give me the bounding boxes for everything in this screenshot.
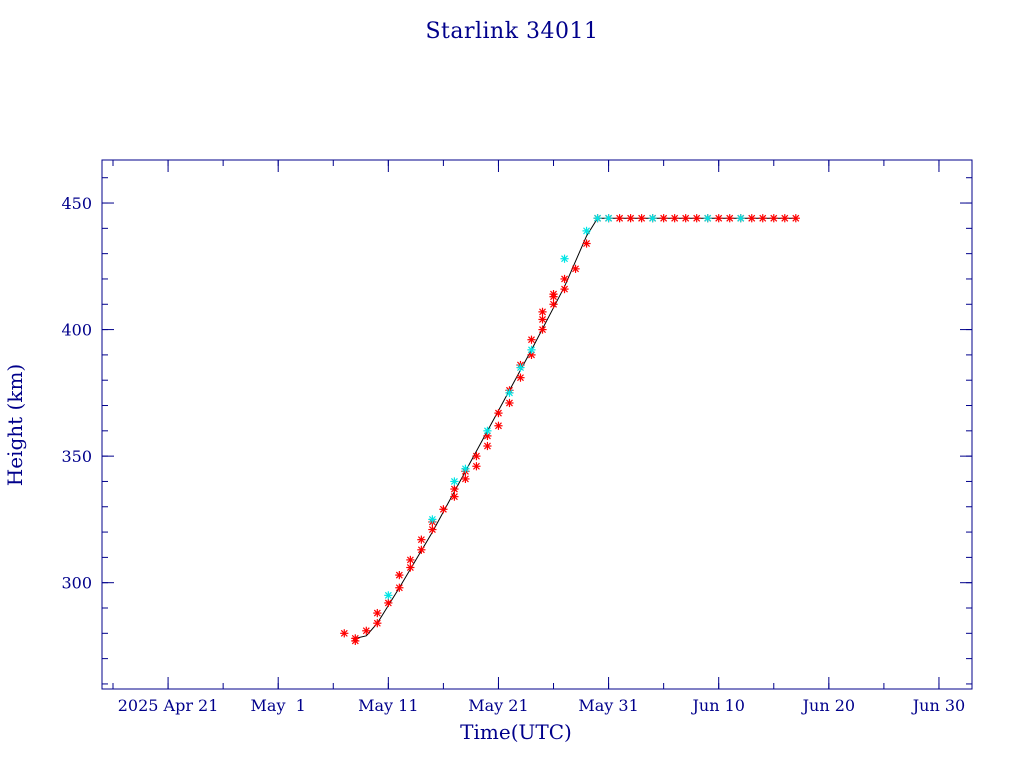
data-point-series-0 (791, 214, 800, 223)
data-point-series-1 (648, 214, 657, 223)
data-point-series-0 (439, 505, 448, 514)
data-point-series-0 (780, 214, 789, 223)
data-point-series-0 (362, 626, 371, 635)
data-point-series-0 (659, 214, 668, 223)
x-tick-label: Jun 30 (911, 696, 965, 715)
data-point-series-0 (373, 608, 382, 618)
x-tick-label: May 1 (251, 696, 306, 715)
y-tick-label: 350 (61, 447, 92, 466)
x-tick-label: Jun 10 (690, 696, 744, 715)
data-point-series-0 (395, 571, 404, 580)
data-point-series-0 (769, 214, 778, 223)
data-point-series-0 (560, 274, 569, 284)
data-point-series-0 (351, 636, 360, 646)
x-tick-label: May 31 (578, 696, 638, 715)
data-point-series-0 (725, 214, 734, 223)
data-point-series-1 (428, 515, 437, 524)
x-tick-label: May 11 (358, 696, 418, 715)
data-point-series-0 (472, 452, 481, 461)
data-point-series-0 (681, 214, 690, 223)
data-point-series-1 (593, 214, 602, 223)
data-point-series-1 (516, 363, 525, 372)
data-point-series-0 (538, 325, 547, 334)
trend-line-layer (355, 217, 796, 639)
data-point-series-0 (417, 545, 426, 554)
data-point-series-0 (428, 525, 437, 534)
x-tick-label: 2025 Apr 21 (118, 696, 219, 715)
data-point-series-1 (450, 477, 459, 486)
data-point-series-0 (747, 214, 756, 223)
data-point-series-1 (505, 388, 514, 397)
x-axis-ticks: 2025 Apr 21 May 1 May 11 May 21 May 31 Jun 10… (112, 160, 965, 715)
data-point-series-0 (637, 214, 646, 223)
y-axis-label: Height (km) (3, 364, 27, 486)
data-point-series-0 (395, 583, 404, 592)
data-point-series-0 (450, 492, 459, 501)
data-point-series-0 (384, 598, 393, 608)
data-point-series-1 (604, 214, 613, 223)
data-point-series-0 (494, 421, 503, 430)
y-axis-ticks: 300 350 400 450 (61, 177, 972, 685)
data-point-series-0 (472, 462, 481, 471)
data-point-series-1 (461, 464, 470, 473)
x-tick-label: Jun 20 (801, 696, 855, 715)
data-point-series-1 (483, 426, 492, 435)
data-point-series-0 (549, 290, 558, 299)
data-point-series-0 (560, 284, 569, 294)
data-point-series-1 (703, 214, 712, 223)
y-tick-label: 400 (61, 321, 92, 340)
data-point-series-0 (340, 629, 349, 638)
y-tick-label: 300 (61, 574, 92, 593)
data-points-layer (340, 214, 800, 646)
data-point-series-0 (571, 264, 580, 273)
data-point-series-1 (560, 254, 569, 263)
data-point-series-0 (538, 307, 547, 316)
data-point-series-0 (692, 214, 701, 223)
data-point-series-0 (549, 300, 558, 309)
data-point-series-0 (373, 619, 382, 628)
plot-frame (101, 159, 973, 690)
data-point-series-0 (505, 398, 514, 408)
data-point-series-0 (450, 484, 459, 494)
data-point-series-1 (527, 345, 536, 354)
x-axis-label: Time(UTC) (460, 720, 572, 744)
data-point-series-0 (406, 555, 415, 565)
data-point-series-0 (483, 441, 492, 451)
y-tick-label: 450 (61, 194, 92, 213)
data-point-series-1 (582, 226, 591, 235)
chart-title: Starlink 34011 (425, 19, 598, 44)
data-point-series-0 (758, 214, 767, 223)
data-point-series-0 (417, 535, 426, 544)
data-point-series-1 (384, 591, 393, 600)
data-point-series-0 (406, 563, 415, 572)
data-point-series-0 (670, 214, 679, 223)
data-point-series-0 (615, 214, 624, 223)
data-point-series-0 (714, 214, 723, 223)
trend-line (355, 217, 796, 639)
x-tick-label: May 21 (468, 696, 528, 715)
data-point-series-1 (736, 214, 745, 223)
data-point-series-0 (626, 214, 635, 223)
data-point-series-0 (527, 335, 536, 344)
data-point-series-0 (461, 474, 470, 484)
data-point-series-0 (582, 239, 591, 248)
data-point-series-0 (516, 373, 525, 382)
data-point-series-0 (538, 315, 547, 324)
data-point-series-0 (494, 409, 503, 418)
